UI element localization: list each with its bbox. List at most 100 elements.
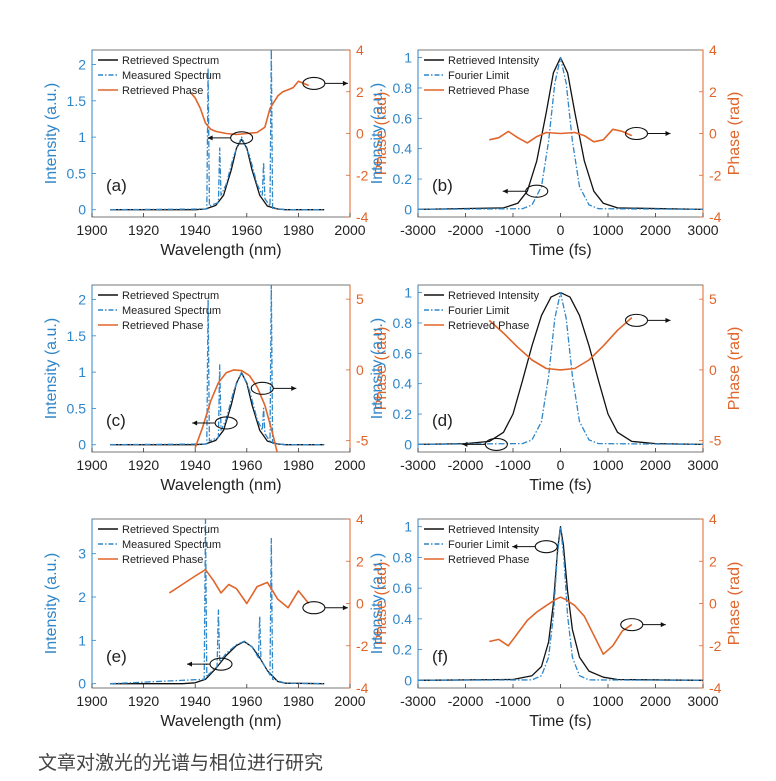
x-tick-label: -2000 — [448, 457, 484, 473]
y2-tick-label: 4 — [709, 42, 717, 58]
panel-a: 1900 1920 1940 1960 1980 2000 0 0.5 1 1.5 2 -4 -2 0 2 4… — [43, 42, 390, 259]
annotation-arrowhead — [291, 385, 297, 391]
legend-entry: Fourier Limit — [448, 539, 509, 551]
x-tick-label: 3000 — [687, 457, 718, 473]
x-tick-label: 2000 — [334, 693, 365, 709]
annotation-arrowhead — [342, 80, 348, 86]
panel-label: (c) — [106, 411, 126, 430]
x-tick-label: 1960 — [231, 457, 262, 473]
series-retrieved-phase — [168, 568, 310, 609]
series-fourier-limit — [418, 526, 703, 681]
y-tick-label: 0 — [404, 201, 412, 217]
annotation-arrowhead — [187, 661, 192, 667]
x-axis-label: Time (fs) — [529, 242, 592, 259]
annotation-ellipse — [302, 601, 326, 615]
x-tick-label: 2000 — [640, 222, 671, 238]
legend-entry: Retrieved Phase — [122, 85, 203, 97]
annotation-arrowhead — [660, 622, 666, 628]
x-tick-label: 2000 — [334, 222, 365, 238]
y-tick-label: 0 — [404, 672, 412, 688]
y2-tick-label: 5 — [356, 291, 364, 307]
y2-tick-label: -4 — [709, 209, 722, 225]
x-tick-label: 1000 — [592, 222, 623, 238]
legend-entry: Measured Spectrum — [122, 539, 221, 551]
y-tick-label: 1 — [78, 632, 86, 648]
x-tick-label: 1980 — [283, 222, 314, 238]
y2-tick-label: 2 — [709, 84, 717, 100]
panel-label: (b) — [432, 176, 453, 195]
x-tick-label: -2000 — [448, 693, 484, 709]
annotation-arrowhead — [665, 317, 671, 323]
annotation-arrowhead — [512, 544, 518, 550]
y-tick-label: 1 — [78, 364, 86, 380]
legend-entry: Measured Spectrum — [122, 305, 221, 317]
y-tick-label: 0 — [78, 202, 86, 218]
y-axis-label: Intensity (a.u.) — [43, 553, 60, 654]
panel-label: (e) — [106, 647, 127, 666]
y-tick-label: 2 — [78, 292, 86, 308]
x-axis-label: Wavelength (nm) — [160, 477, 281, 494]
y-tick-label: 0.8 — [393, 549, 413, 565]
x-tick-label: 1920 — [128, 222, 159, 238]
y2-tick-label: -4 — [709, 680, 722, 696]
y-tick-label: 2 — [78, 589, 86, 605]
x-tick-label: 2000 — [334, 457, 365, 473]
series-retrieved-phase — [488, 317, 633, 371]
y2-tick-label: -2 — [709, 638, 722, 654]
y-tick-label: 0.8 — [393, 315, 413, 331]
panel-f: -3000 -2000 -1000 0 1000 2000 3000 0 0.2 0.4 0.6 0.… — [369, 511, 743, 730]
y2-tick-label: -2 — [356, 638, 369, 654]
y2-tick-label: 2 — [356, 553, 364, 569]
series-retrieved-phase — [489, 128, 633, 144]
x-tick-label: 2000 — [640, 457, 671, 473]
y2-tick-label: 4 — [356, 42, 364, 58]
x-tick-label: 1900 — [76, 222, 107, 238]
x-tick-label: -2000 — [448, 222, 484, 238]
panel-b: -3000 -2000 -1000 0 1000 2000 3000 0 0.2 0.4 0.6 0.… — [369, 42, 743, 259]
panel-e: 1900 1920 1940 1960 1980 2000 0 1 2 3 -4 -2 0 2 4 Wavel… — [43, 511, 390, 730]
legend-entry: Retrieved Phase — [122, 320, 203, 332]
annotation-arrowhead — [192, 420, 198, 426]
y-tick-label: 0 — [78, 676, 86, 692]
y2-axis-label: Phase (rad) — [373, 92, 390, 176]
legend-entry: Retrieved Spectrum — [122, 524, 219, 536]
x-tick-label: 0 — [557, 222, 565, 238]
y2-tick-label: 4 — [356, 511, 364, 527]
x-axis-label: Wavelength (nm) — [160, 242, 281, 259]
caption: 文章对激光的光谱与相位进行研究 — [38, 752, 324, 774]
y-tick-label: 0.5 — [67, 400, 87, 416]
x-tick-label: 1940 — [180, 693, 211, 709]
y2-tick-label: 2 — [709, 553, 717, 569]
y-tick-label: 1.5 — [67, 328, 87, 344]
x-axis-label: Wavelength (nm) — [160, 713, 281, 730]
y-tick-label: 1 — [404, 519, 412, 535]
x-tick-label: 1960 — [231, 693, 262, 709]
x-tick-label: 2000 — [640, 693, 671, 709]
x-tick-label: 1900 — [76, 693, 107, 709]
y2-axis-label: Phase (rad) — [726, 327, 743, 411]
legend-entry: Fourier Limit — [448, 70, 509, 82]
panel-label: (a) — [106, 176, 127, 195]
panel-d: -3000 -2000 -1000 0 1000 2000 3000 0 0.2 0.4 0.6 0.… — [369, 285, 743, 494]
y-tick-label: 0.6 — [393, 345, 413, 361]
y-tick-label: 2 — [78, 57, 86, 73]
y2-tick-label: -4 — [356, 680, 369, 696]
x-tick-label: 1000 — [592, 693, 623, 709]
y2-tick-label: 2 — [356, 84, 364, 100]
y-axis-label: Intensity (a.u.) — [43, 318, 60, 419]
series-measured-spectrum — [110, 519, 325, 685]
legend-entry: Retrieved Intensity — [448, 290, 540, 302]
legend-entry: Retrieved Intensity — [448, 524, 540, 536]
annotation-ellipse — [302, 76, 326, 90]
annotation-arrowhead — [207, 135, 213, 141]
y-tick-label: 3 — [78, 546, 86, 562]
y-tick-label: 1 — [404, 285, 412, 301]
x-tick-label: 1900 — [76, 457, 107, 473]
annotation-ellipse — [209, 657, 233, 671]
y2-axis-label: Phase (rad) — [726, 92, 743, 176]
x-tick-label: 1920 — [128, 693, 159, 709]
x-tick-label: 1980 — [283, 693, 314, 709]
y2-tick-label: -4 — [356, 209, 369, 225]
y2-tick-label: -2 — [709, 167, 722, 183]
y-axis-label: Intensity (a.u.) — [369, 553, 386, 654]
